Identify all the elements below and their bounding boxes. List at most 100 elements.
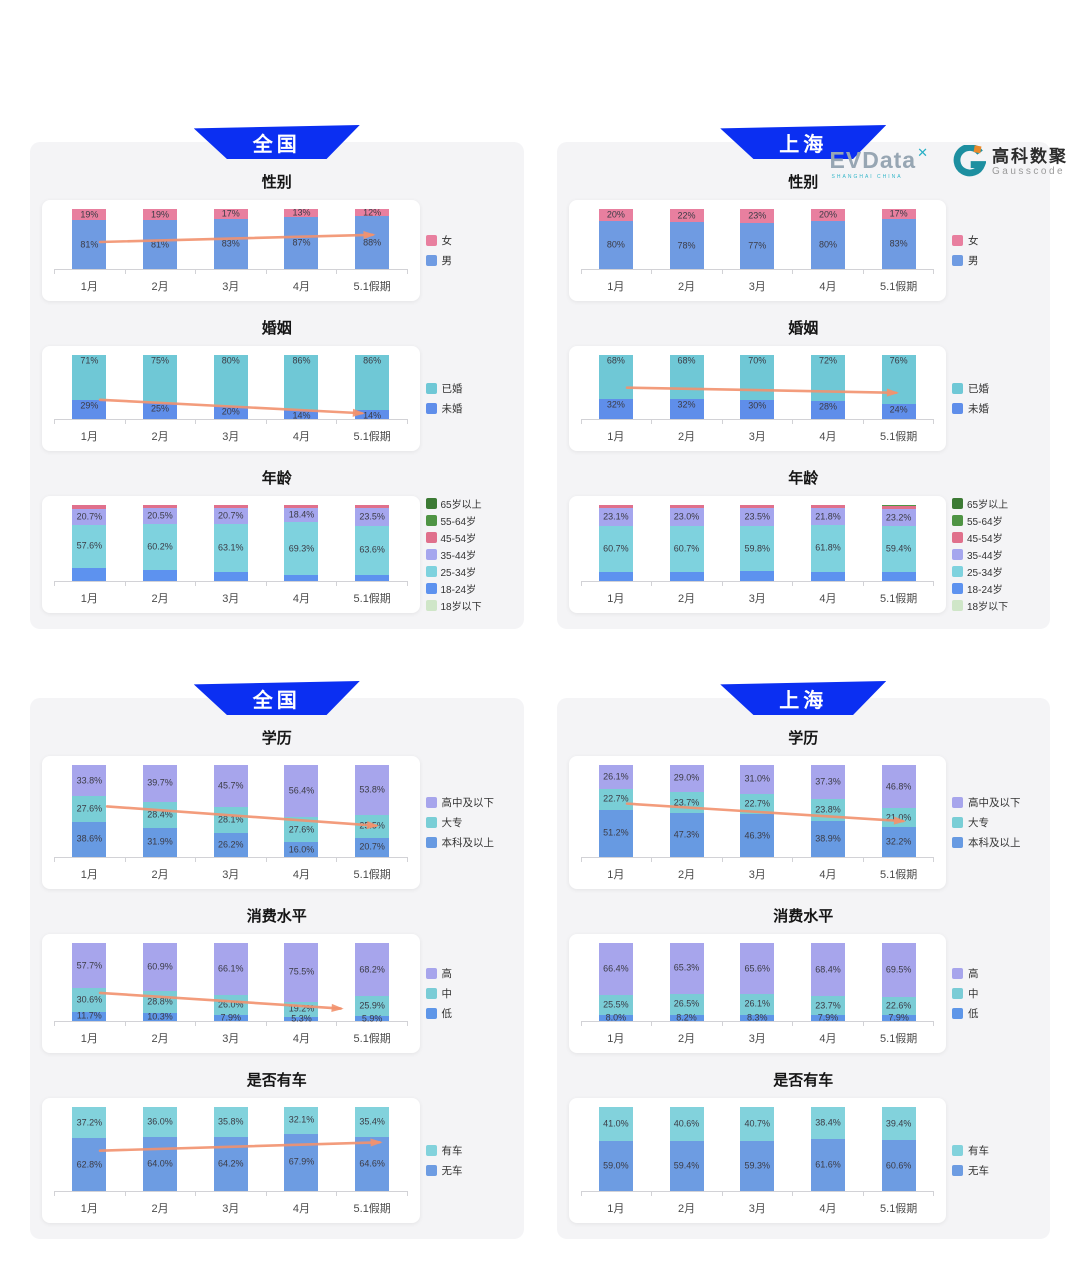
segment-label: 30% bbox=[748, 400, 767, 411]
legend-label: 18岁以下 bbox=[440, 602, 482, 613]
legend-item-45-54岁[interactable]: 45-54岁 bbox=[952, 530, 1038, 545]
legend-item-18-24岁[interactable]: 18-24岁 bbox=[952, 581, 1038, 596]
segment-label: 75% bbox=[151, 355, 170, 366]
segment-label: 39.4% bbox=[885, 1118, 912, 1129]
x-label: 5.1假期 bbox=[880, 1203, 918, 1215]
axis-tick bbox=[582, 420, 652, 424]
segment-label: 62.8% bbox=[76, 1159, 103, 1170]
legend-item-有车[interactable]: 有车 bbox=[952, 1143, 1038, 1158]
axis-tick bbox=[126, 1022, 196, 1026]
legend-item-女[interactable]: 女 bbox=[425, 233, 512, 248]
chart-card: 80% 20% 78% 22% 77% 23% 80% 20% 83% 17% 1月 2月 3月 4月 5.… bbox=[568, 200, 946, 301]
legend-item-女[interactable]: 女 bbox=[952, 233, 1038, 248]
legend-label: 有车 bbox=[968, 1145, 989, 1157]
chart-body: 62.8% 37.2% 64.0% 36.0% 64.2% 35.8% 67.9% 32.1%… bbox=[42, 1098, 512, 1223]
legend-item-未婚[interactable]: 未婚 bbox=[952, 401, 1038, 416]
legend-item-有车[interactable]: 有车 bbox=[425, 1143, 512, 1158]
x-axis-labels: 1月 2月 3月 4月 5.1假期 bbox=[54, 865, 408, 884]
legend-item-高[interactable]: 高 bbox=[425, 966, 512, 981]
bar-segment-高中及以下: 53.8% bbox=[355, 765, 390, 815]
legend-item-中[interactable]: 中 bbox=[952, 986, 1038, 1001]
bar-segment-已婚: 71% bbox=[72, 355, 107, 401]
segment-label: 86% bbox=[363, 355, 382, 366]
segment-label: 24% bbox=[889, 404, 908, 415]
legend-item-18岁以下[interactable]: 18岁以下 bbox=[952, 598, 1038, 613]
legend-item-55-64岁[interactable]: 55-64岁 bbox=[425, 513, 512, 528]
stacked-bar: 62.8% 37.2% bbox=[72, 1107, 107, 1191]
bar-segment-女: 23% bbox=[740, 209, 775, 223]
axis-tick bbox=[652, 1192, 723, 1196]
x-label: 3月 bbox=[748, 281, 766, 293]
legend-label: 55-64岁 bbox=[967, 517, 1003, 528]
chart-body: 80% 20% 78% 22% 77% 23% 80% 20% 83% 17% 1月 2月 3月 4月 5.… bbox=[568, 200, 1039, 301]
segment-label: 23.8% bbox=[815, 804, 841, 815]
legend: 高中低 bbox=[952, 966, 1038, 1021]
legend-item-无车[interactable]: 无车 bbox=[952, 1163, 1038, 1178]
region-banner: 全国 bbox=[193, 681, 360, 715]
region-banner: 上海 bbox=[720, 681, 887, 715]
stacked-bar: 24% 76% bbox=[881, 355, 916, 419]
legend-item-45-54岁[interactable]: 45-54岁 bbox=[425, 530, 512, 545]
bar-segment-18-24岁 bbox=[881, 571, 916, 581]
axis-tick bbox=[793, 582, 864, 586]
legend-label: 高中及以下 bbox=[441, 797, 495, 809]
segment-label: 76% bbox=[889, 355, 908, 366]
chart-card: 32% 68% 32% 68% 30% 70% 28% 72% 24% 76% 1月 2月 3月 4月 5.… bbox=[568, 346, 946, 451]
x-label: 1月 bbox=[80, 593, 98, 605]
bar-segment-女: 22% bbox=[669, 209, 704, 223]
legend-item-大专[interactable]: 大专 bbox=[425, 815, 512, 830]
legend-item-本科及以上[interactable]: 本科及以上 bbox=[425, 835, 512, 850]
segment-label: 26.2% bbox=[217, 839, 244, 850]
segment-label: 26.0% bbox=[217, 999, 244, 1010]
panel-shanghai-bottom: 上海 学历 51.2% 22.7% 26.1% 47.3% 23.7% 29.0% 46.3%… bbox=[556, 681, 1050, 1239]
bar-segment-大专: 22.7% bbox=[740, 793, 775, 815]
legend-item-55-64岁[interactable]: 55-64岁 bbox=[952, 513, 1038, 528]
legend-item-已婚[interactable]: 已婚 bbox=[952, 381, 1038, 396]
x-label: 3月 bbox=[222, 1033, 240, 1045]
legend-item-18岁以下[interactable]: 18岁以下 bbox=[425, 598, 512, 613]
axis-tick bbox=[582, 582, 652, 586]
bar-segment-无车: 60.6% bbox=[881, 1140, 916, 1191]
bar-segment-本科及以上: 46.3% bbox=[740, 814, 775, 857]
axis-ticks bbox=[580, 582, 934, 586]
legend-item-65岁以上[interactable]: 65岁以上 bbox=[425, 496, 512, 511]
chart-body: 81% 19% 81% 19% 83% 17% 87% 13% 88% 12% 1月 2月 3月 4月 5.… bbox=[42, 200, 512, 301]
legend-item-低[interactable]: 低 bbox=[425, 1006, 512, 1021]
legend-item-低[interactable]: 低 bbox=[952, 1006, 1038, 1021]
legend-item-25-34岁[interactable]: 25-34岁 bbox=[425, 564, 512, 579]
segment-label: 28% bbox=[818, 401, 837, 412]
legend-item-65岁以上[interactable]: 65岁以上 bbox=[952, 496, 1038, 511]
axis-tick bbox=[196, 858, 267, 862]
segment-label: 8.0% bbox=[605, 1012, 627, 1023]
legend-item-25-34岁[interactable]: 25-34岁 bbox=[952, 564, 1038, 579]
legend-item-35-44岁[interactable]: 35-44岁 bbox=[952, 547, 1038, 562]
stacked-bar: 60.2% 20.5% bbox=[143, 505, 178, 581]
legend-item-本科及以上[interactable]: 本科及以上 bbox=[952, 835, 1038, 850]
bar-slot: 14% 86% bbox=[337, 355, 408, 420]
legend-item-男[interactable]: 男 bbox=[952, 253, 1038, 268]
legend-item-18-24岁[interactable]: 18-24岁 bbox=[425, 581, 512, 596]
segment-label: 22.7% bbox=[744, 798, 771, 809]
legend-item-无车[interactable]: 无车 bbox=[425, 1163, 512, 1178]
bar-slot: 8.0% 25.5% 66.4% bbox=[581, 943, 652, 1023]
segment-label: 36.0% bbox=[147, 1116, 173, 1127]
segment-label: 69.5% bbox=[885, 964, 912, 975]
legend-item-大专[interactable]: 大专 bbox=[952, 815, 1038, 830]
legend-item-中[interactable]: 中 bbox=[425, 986, 512, 1001]
bar-slot: 59.4% 23.2% bbox=[863, 505, 934, 581]
plot-area: 38.6% 27.6% 33.8% 31.9% 28.4% 39.7% 26.2% 28.1%… bbox=[54, 765, 408, 858]
bar-segment-本科及以上: 38.9% bbox=[810, 821, 845, 857]
legend-item-已婚[interactable]: 已婚 bbox=[425, 381, 512, 396]
segment-label: 27.6% bbox=[288, 824, 315, 835]
segment-label: 5.9% bbox=[361, 1013, 383, 1024]
bar-segment-低: 11.7% bbox=[72, 1011, 107, 1021]
legend-item-男[interactable]: 男 bbox=[425, 253, 512, 268]
legend-item-高中及以下[interactable]: 高中及以下 bbox=[952, 795, 1038, 810]
legend-item-未婚[interactable]: 未婚 bbox=[425, 401, 512, 416]
legend-item-高[interactable]: 高 bbox=[952, 966, 1038, 981]
bar-segment-中: 25.9% bbox=[355, 996, 390, 1017]
legend-item-35-44岁[interactable]: 35-44岁 bbox=[425, 547, 512, 562]
legend-item-高中及以下[interactable]: 高中及以下 bbox=[425, 795, 512, 810]
bar-slot: 20% 80% bbox=[195, 355, 266, 419]
legend-color-chip bbox=[952, 235, 963, 246]
